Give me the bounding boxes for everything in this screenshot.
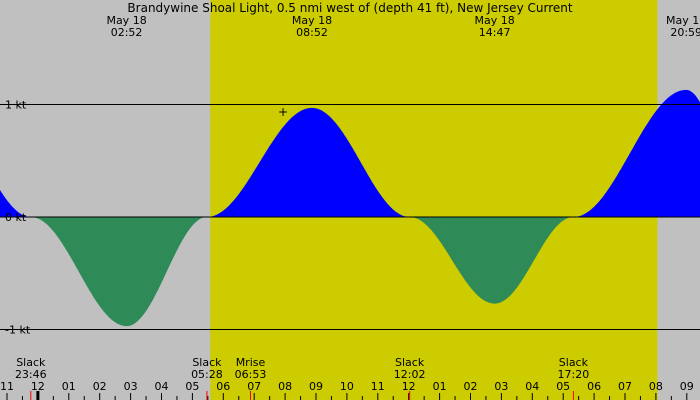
x-tick-label-1: 12 [31, 380, 45, 393]
slack-time-3: 17:20 [558, 368, 590, 381]
flood-lobe-2 [207, 107, 410, 217]
extreme-time-3: 20:59 [670, 26, 700, 39]
grid-layer [0, 104, 700, 330]
x-tick-label-6: 05 [185, 380, 199, 393]
x-tick-label-2: 01 [62, 380, 76, 393]
x-tick-label-15: 02 [464, 380, 478, 393]
extreme-date-1: May 18 [292, 14, 332, 27]
x-tick-label-17: 04 [525, 380, 539, 393]
x-axis-layer: 11 12 01 02 03 04 05 06 07 08 09 10 11 12 01 02 03 04 05 06… [0, 380, 694, 400]
x-tick-label-13: 12 [402, 380, 416, 393]
x-tick-label-5: 04 [155, 380, 169, 393]
x-tick-label-20: 07 [618, 380, 632, 393]
x-tick-label-16: 03 [494, 380, 508, 393]
x-tick-label-18: 05 [556, 380, 570, 393]
y-tick-label-2: -1 kt [5, 324, 31, 337]
x-tick-label-8: 07 [247, 380, 261, 393]
slack-label-3: Slack [559, 356, 589, 369]
slack-time-0: 23:46 [15, 368, 47, 381]
extreme-time-0: 02:52 [111, 26, 143, 39]
slack-label-1: Slack [192, 356, 222, 369]
y-tick-label-0: 1 kt [5, 99, 27, 112]
moonrise-label: Mrise [236, 356, 266, 369]
flood-lobe-0 [0, 190, 30, 217]
y-tick-label-1: 0 kt [5, 211, 27, 224]
peak-marker: + [278, 105, 288, 119]
x-tick-label-22: 09 [680, 380, 694, 393]
extreme-time-2: 14:47 [479, 26, 511, 39]
x-tick-label-11: 10 [340, 380, 354, 393]
x-tick-label-4: 03 [124, 380, 138, 393]
extreme-date-3: May 18 [666, 14, 700, 27]
slack-label-2: Slack [395, 356, 425, 369]
x-tick-label-10: 09 [309, 380, 323, 393]
x-tick-label-12: 11 [371, 380, 385, 393]
x-tick-label-21: 08 [649, 380, 663, 393]
x-tick-label-9: 08 [278, 380, 292, 393]
slack-time-1: 05:28 [191, 368, 223, 381]
extreme-time-1: 08:52 [296, 26, 328, 39]
moonrise-time: 06:53 [235, 368, 267, 381]
extreme-date-0: May 18 [106, 14, 146, 27]
slack-time-2: 12:02 [394, 368, 426, 381]
x-tick-label-3: 02 [93, 380, 107, 393]
x-tick-label-0: 11 [0, 380, 14, 393]
x-tick-label-14: 01 [433, 380, 447, 393]
chart-title: Brandywine Shoal Light, 0.5 nmi west of … [127, 1, 572, 15]
x-tick-label-19: 06 [587, 380, 601, 393]
ebb-lobe-3 [411, 217, 574, 304]
current-area-layer [0, 89, 700, 327]
slack-label-0: Slack [16, 356, 46, 369]
ebb-lobe-1 [30, 217, 206, 327]
extreme-date-2: May 18 [474, 14, 514, 27]
flood-lobe-4 [574, 89, 700, 217]
x-tick-label-7: 06 [216, 380, 230, 393]
